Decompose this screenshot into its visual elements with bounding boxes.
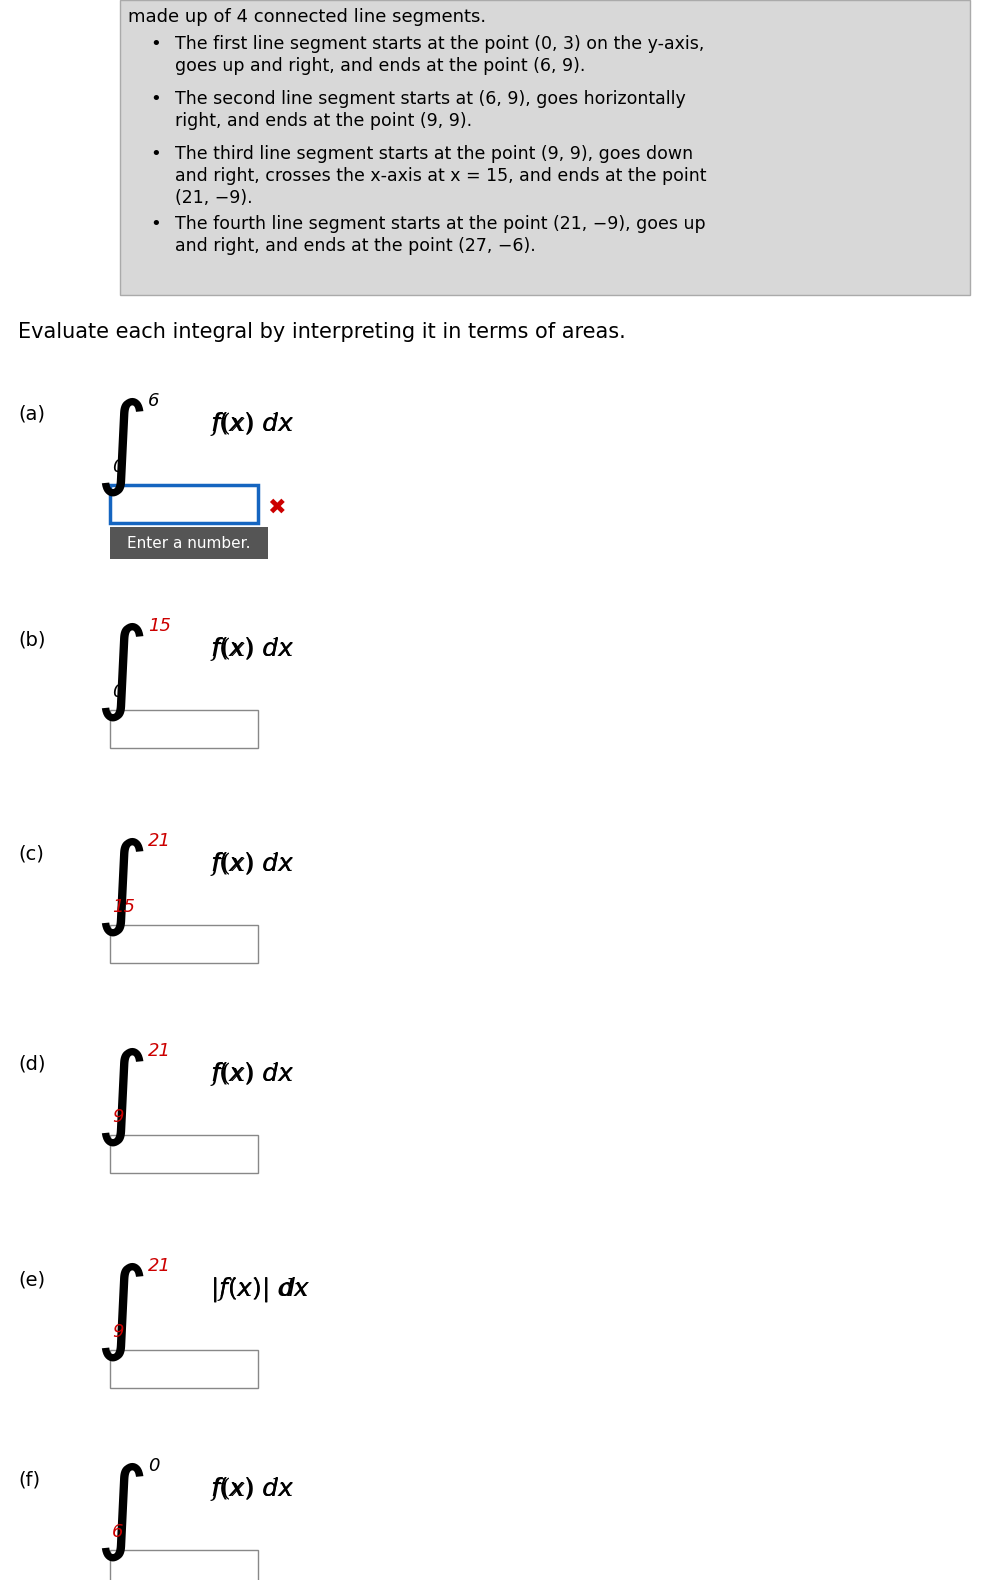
Text: $\it{f(x)\ dx}$: $\it{f(x)\ dx}$ bbox=[210, 850, 294, 875]
Text: 0: 0 bbox=[112, 458, 124, 476]
FancyBboxPatch shape bbox=[110, 709, 258, 747]
Text: 6: 6 bbox=[148, 392, 160, 409]
Text: $\int$: $\int$ bbox=[95, 1044, 145, 1149]
FancyBboxPatch shape bbox=[110, 1349, 258, 1387]
Text: $f(x)\ dx$: $f(x)\ dx$ bbox=[210, 409, 294, 438]
FancyBboxPatch shape bbox=[110, 1134, 258, 1172]
FancyBboxPatch shape bbox=[110, 924, 258, 962]
Text: $\int$: $\int$ bbox=[95, 395, 145, 498]
Text: $\it{|f(x)|\ dx}$: $\it{|f(x)|\ dx}$ bbox=[210, 1275, 311, 1304]
Text: and right, and ends at the point (27, −6).: and right, and ends at the point (27, −6… bbox=[175, 237, 536, 254]
Text: $f(x)\ dx$: $f(x)\ dx$ bbox=[210, 1476, 294, 1503]
Text: $f(x)\ dx$: $f(x)\ dx$ bbox=[210, 850, 294, 878]
Text: 21: 21 bbox=[148, 1041, 171, 1060]
Text: made up of 4 connected line segments.: made up of 4 connected line segments. bbox=[128, 8, 487, 25]
Text: (e): (e) bbox=[18, 1270, 45, 1289]
Text: (d): (d) bbox=[18, 1055, 45, 1074]
Text: The first line segment starts at the point (0, 3) on the y-axis,: The first line segment starts at the poi… bbox=[175, 35, 704, 54]
Text: (f): (f) bbox=[18, 1469, 40, 1488]
Text: $\int$: $\int$ bbox=[95, 1259, 145, 1364]
Text: $\it{f(x)\ dx}$: $\it{f(x)\ dx}$ bbox=[210, 1476, 294, 1501]
Text: 0: 0 bbox=[148, 1457, 160, 1476]
FancyBboxPatch shape bbox=[110, 528, 268, 559]
Text: •: • bbox=[150, 35, 161, 54]
Text: 0: 0 bbox=[112, 683, 124, 702]
Text: (21, −9).: (21, −9). bbox=[175, 190, 253, 207]
Text: 21: 21 bbox=[148, 833, 171, 850]
Text: $\int$: $\int$ bbox=[95, 619, 145, 724]
Text: $\it{f(x)\ dx}$: $\it{f(x)\ dx}$ bbox=[210, 409, 294, 436]
FancyBboxPatch shape bbox=[120, 0, 970, 295]
Text: $\it{f(x)\ dx}$: $\it{f(x)\ dx}$ bbox=[210, 635, 294, 660]
Text: The third line segment starts at the point (9, 9), goes down: The third line segment starts at the poi… bbox=[175, 145, 694, 163]
FancyBboxPatch shape bbox=[110, 1550, 258, 1580]
Text: and right, crosses the x-axis at x = 15, and ends at the point: and right, crosses the x-axis at x = 15,… bbox=[175, 167, 706, 185]
Text: (c): (c) bbox=[18, 845, 44, 864]
Text: (b): (b) bbox=[18, 630, 45, 649]
Text: $\it{f(x)\ dx}$: $\it{f(x)\ dx}$ bbox=[210, 1060, 294, 1085]
Text: goes up and right, and ends at the point (6, 9).: goes up and right, and ends at the point… bbox=[175, 57, 586, 74]
Text: The second line segment starts at (6, 9), goes horizontally: The second line segment starts at (6, 9)… bbox=[175, 90, 686, 107]
Text: $\int$: $\int$ bbox=[95, 834, 145, 939]
Text: $f(x)\ dx$: $f(x)\ dx$ bbox=[210, 1060, 294, 1089]
Text: 15: 15 bbox=[112, 897, 135, 916]
Text: 21: 21 bbox=[148, 1258, 171, 1275]
Text: $f(x)\ dx$: $f(x)\ dx$ bbox=[210, 635, 294, 664]
Text: Evaluate each integral by interpreting it in terms of areas.: Evaluate each integral by interpreting i… bbox=[18, 322, 626, 341]
Text: •: • bbox=[150, 215, 161, 232]
Text: 15: 15 bbox=[148, 618, 171, 635]
Text: (a): (a) bbox=[18, 404, 45, 423]
Text: •: • bbox=[150, 145, 161, 163]
Text: •: • bbox=[150, 90, 161, 107]
Text: ✖: ✖ bbox=[267, 498, 285, 518]
Text: Enter a number.: Enter a number. bbox=[128, 536, 251, 550]
Text: 9: 9 bbox=[112, 1322, 124, 1341]
Text: The fourth line segment starts at the point (21, −9), goes up: The fourth line segment starts at the po… bbox=[175, 215, 705, 232]
Text: 9: 9 bbox=[112, 1108, 124, 1127]
Text: $\int$: $\int$ bbox=[95, 1460, 145, 1563]
Text: $|f(x)|\ dx$: $|f(x)|\ dx$ bbox=[210, 1275, 309, 1304]
FancyBboxPatch shape bbox=[110, 485, 258, 523]
Text: right, and ends at the point (9, 9).: right, and ends at the point (9, 9). bbox=[175, 112, 472, 130]
Text: 6: 6 bbox=[112, 1523, 124, 1540]
